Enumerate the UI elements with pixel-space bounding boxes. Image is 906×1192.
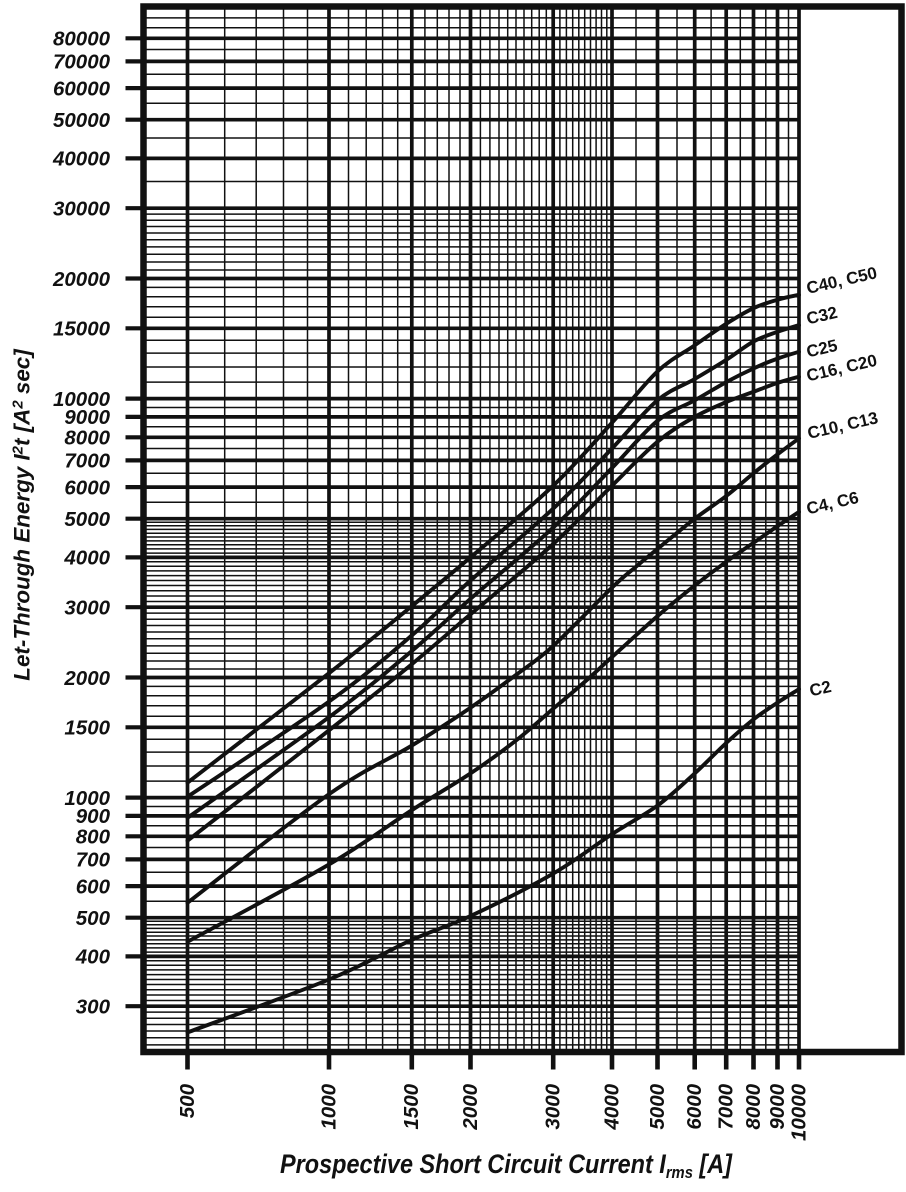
svg-text:Let-Through Energy I2t [A2 sec: Let-Through Energy I2t [A2 sec] <box>10 348 35 681</box>
svg-text:7000: 7000 <box>64 450 110 473</box>
svg-text:2000: 2000 <box>459 1083 482 1130</box>
svg-text:1000: 1000 <box>64 787 110 810</box>
svg-text:Prospective Short Circuit Curr: Prospective Short Circuit Current Irms [… <box>280 1149 733 1182</box>
svg-text:80000: 80000 <box>53 28 111 51</box>
svg-text:40000: 40000 <box>52 148 111 171</box>
svg-text:30000: 30000 <box>53 198 111 221</box>
svg-text:9000: 9000 <box>766 1083 789 1129</box>
svg-text:15000: 15000 <box>53 318 111 341</box>
svg-text:2000: 2000 <box>63 667 110 690</box>
svg-text:1500: 1500 <box>400 1083 423 1129</box>
svg-text:8000: 8000 <box>742 1083 765 1129</box>
svg-text:6000: 6000 <box>683 1083 706 1129</box>
svg-text:500: 500 <box>76 907 111 930</box>
svg-text:1500: 1500 <box>64 717 110 740</box>
svg-text:8000: 8000 <box>64 427 110 450</box>
svg-text:10000: 10000 <box>787 1083 810 1141</box>
svg-text:800: 800 <box>76 826 111 849</box>
svg-text:6000: 6000 <box>64 476 110 499</box>
svg-text:700: 700 <box>76 849 111 872</box>
svg-text:20000: 20000 <box>52 268 111 291</box>
svg-text:300: 300 <box>76 996 111 1019</box>
svg-text:9000: 9000 <box>64 406 110 429</box>
svg-text:900: 900 <box>76 805 111 828</box>
svg-text:1000: 1000 <box>317 1083 340 1129</box>
svg-text:4000: 4000 <box>63 547 110 570</box>
svg-text:400: 400 <box>75 946 111 969</box>
svg-text:C2: C2 <box>808 677 833 700</box>
svg-text:10000: 10000 <box>53 388 111 411</box>
svg-text:5000: 5000 <box>646 1083 669 1129</box>
svg-text:4000: 4000 <box>600 1083 623 1130</box>
svg-text:50000: 50000 <box>53 109 111 132</box>
svg-text:3000: 3000 <box>64 597 110 620</box>
svg-text:7000: 7000 <box>715 1083 738 1129</box>
svg-text:60000: 60000 <box>53 77 111 100</box>
svg-text:500: 500 <box>176 1083 199 1118</box>
svg-text:3000: 3000 <box>542 1083 565 1129</box>
svg-text:600: 600 <box>76 875 111 898</box>
svg-text:5000: 5000 <box>64 508 110 531</box>
svg-text:70000: 70000 <box>53 51 111 74</box>
